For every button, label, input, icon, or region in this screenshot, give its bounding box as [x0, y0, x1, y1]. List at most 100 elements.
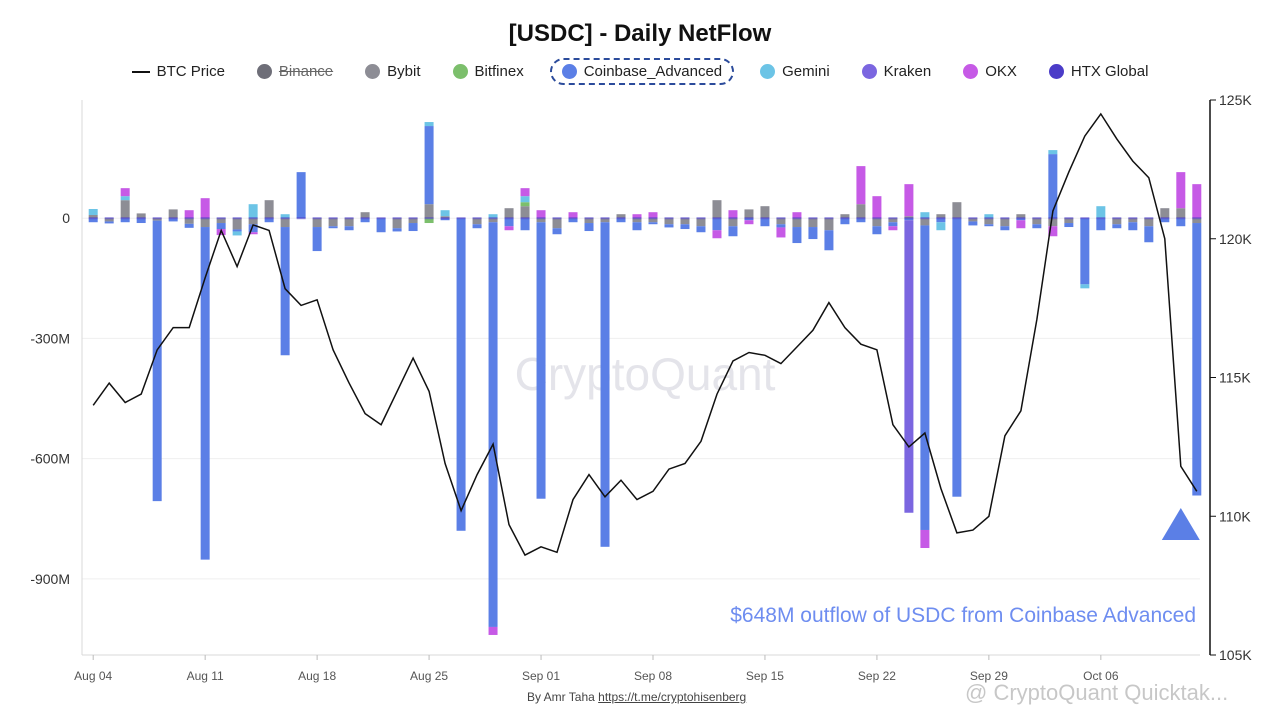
- bar-gemini: [1048, 150, 1058, 155]
- legend-label-gemini: Gemini: [782, 63, 830, 80]
- bar-coinbase: [200, 227, 210, 560]
- bar-okx: [520, 188, 530, 197]
- bar-bybit: [808, 218, 818, 228]
- bar-zero-marker: [600, 217, 610, 220]
- bar-zero-marker: [392, 217, 402, 220]
- bar-zero-marker: [760, 217, 770, 220]
- legend-swatch-bybit: [365, 64, 381, 79]
- bar-zero-marker: [952, 217, 962, 220]
- bar-coinbase: [840, 218, 850, 225]
- bar-coinbase: [888, 222, 898, 227]
- y-left-tick-label: 0: [62, 210, 70, 226]
- bar-zero-marker: [536, 217, 546, 220]
- legend-swatch-binance: [256, 64, 272, 79]
- bar-gemini: [424, 122, 434, 127]
- bar-okx: [1176, 172, 1186, 209]
- bar-coinbase: [1016, 218, 1026, 221]
- legend-item-coinbase[interactable]: Coinbase_Advanced: [549, 58, 735, 85]
- bar-bybit: [1128, 218, 1138, 223]
- legend-item-gemini[interactable]: Gemini: [754, 59, 836, 84]
- bar-bybit: [504, 208, 514, 219]
- bar-zero-marker: [200, 217, 210, 220]
- bar-gemini: [280, 214, 290, 219]
- bar-coinbase: [584, 223, 594, 232]
- y-left-tick-label: -300M: [30, 330, 70, 346]
- bar-zero-marker: [472, 217, 482, 220]
- bar-coinbase: [248, 224, 258, 233]
- legend-item-okx[interactable]: OKX: [957, 59, 1023, 84]
- bar-okx: [712, 230, 722, 239]
- x-tick-label: Aug 11: [187, 669, 224, 683]
- bar-bybit: [792, 218, 802, 228]
- bar-gemini: [984, 214, 994, 219]
- bar-zero-marker: [584, 217, 594, 220]
- bar-zero-marker: [456, 217, 466, 220]
- bar-bitfinex: [520, 202, 530, 207]
- bar-coinbase: [216, 223, 226, 230]
- bar-zero-marker: [1144, 217, 1154, 220]
- bar-coinbase: [136, 218, 146, 224]
- bar-bybit: [1192, 218, 1202, 224]
- bar-zero-marker: [104, 217, 114, 220]
- bar-coinbase: [728, 226, 738, 237]
- bar-coinbase: [520, 218, 530, 231]
- bar-zero-marker: [136, 217, 146, 220]
- bar-zero-marker: [408, 217, 418, 220]
- bar-coinbase: [1080, 218, 1090, 285]
- bar-okx: [856, 166, 866, 205]
- bar-zero-marker: [872, 217, 882, 220]
- bar-coinbase: [152, 220, 162, 502]
- legend-item-bybit[interactable]: Bybit: [359, 59, 426, 84]
- legend-swatch-kraken: [861, 64, 877, 79]
- bar-zero-marker: [792, 217, 802, 220]
- bar-coinbase: [1048, 154, 1058, 219]
- byline-link[interactable]: https://t.me/cryptohisenberg: [598, 690, 747, 704]
- bar-coinbase: [776, 224, 786, 228]
- y-right-tick-label: 110K: [1219, 508, 1251, 524]
- bar-coinbase: [232, 229, 242, 232]
- bar-zero-marker: [888, 217, 898, 220]
- legend-item-kraken[interactable]: Kraken: [856, 59, 938, 84]
- bar-zero-marker: [712, 217, 722, 220]
- bar-okx: [488, 626, 498, 635]
- bar-coinbase: [872, 226, 882, 235]
- bar-coinbase: [456, 218, 466, 531]
- bar-bybit: [936, 214, 946, 219]
- bar-coinbase: [472, 224, 482, 229]
- legend-swatch-bitfinex: [452, 64, 468, 79]
- bar-zero-marker: [360, 217, 370, 220]
- bar-coinbase: [1128, 222, 1138, 231]
- bar-zero-marker: [296, 217, 306, 220]
- legend-item-binance[interactable]: Binance: [251, 59, 339, 84]
- bar-bybit: [248, 218, 258, 225]
- bar-bybit: [856, 204, 866, 219]
- bar-okx: [184, 210, 194, 219]
- bar-bybit: [1144, 218, 1154, 227]
- bar-zero-marker: [1032, 217, 1042, 220]
- legend-item-htx[interactable]: HTX Global: [1043, 59, 1155, 84]
- bar-zero-marker: [248, 217, 258, 220]
- bar-zero-marker: [184, 217, 194, 220]
- bar-coinbase: [936, 218, 946, 223]
- legend-item-bitfinex[interactable]: Bitfinex: [447, 59, 530, 84]
- bar-bybit: [600, 218, 610, 223]
- legend-item-btc_price[interactable]: BTC Price: [126, 59, 231, 84]
- bar-bybit: [952, 202, 962, 219]
- bar-bybit: [776, 218, 786, 225]
- bar-coinbase: [184, 223, 194, 228]
- bar-zero-marker: [1000, 217, 1010, 220]
- legend-label-okx: OKX: [985, 63, 1017, 80]
- chart-title: [USDC] - Daily NetFlow: [508, 20, 772, 47]
- bar-coinbase: [568, 218, 578, 223]
- bar-zero-marker: [120, 217, 130, 220]
- bar-zero-marker: [376, 217, 386, 220]
- bar-coinbase: [440, 218, 450, 221]
- legend-label-bitfinex: Bitfinex: [474, 63, 524, 80]
- bar-bybit: [280, 218, 290, 228]
- bar-zero-marker: [1112, 217, 1122, 220]
- bar-gemini: [232, 231, 242, 236]
- y-right-tick-label: 125K: [1219, 92, 1252, 108]
- bar-coinbase: [760, 218, 770, 227]
- x-tick-label: Oct 06: [1083, 669, 1119, 683]
- bar-zero-marker: [744, 217, 754, 220]
